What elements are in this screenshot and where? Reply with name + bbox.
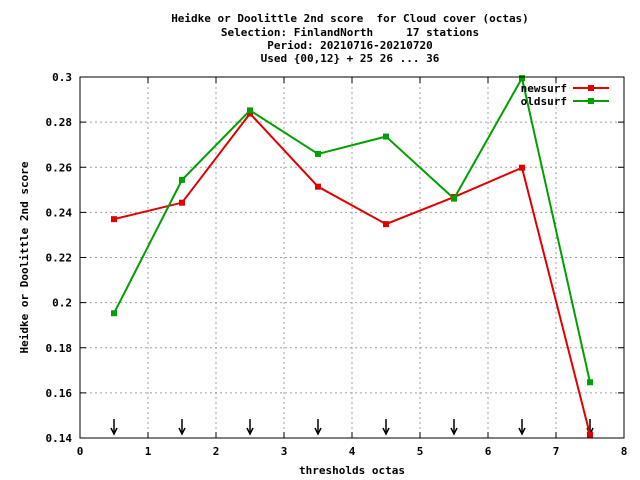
y-tick-label: 0.28 bbox=[46, 116, 73, 129]
y-tick-label: 0.2 bbox=[52, 297, 72, 310]
data-point-oldsurf bbox=[179, 176, 185, 183]
title-line-4: Used {00,12} + 25 26 ... 36 bbox=[260, 52, 440, 65]
y-tick-label: 0.26 bbox=[46, 161, 73, 174]
threshold-arrow bbox=[450, 419, 458, 436]
threshold-arrows bbox=[110, 419, 594, 436]
series-lines bbox=[111, 75, 593, 438]
x-tick-label: 3 bbox=[281, 445, 288, 458]
y-tick-label: 0.16 bbox=[46, 387, 73, 400]
threshold-arrow bbox=[110, 419, 118, 436]
x-tick-label: 8 bbox=[621, 445, 628, 458]
data-point-newsurf bbox=[315, 183, 321, 190]
data-point-oldsurf bbox=[587, 379, 593, 386]
data-point-newsurf bbox=[247, 110, 253, 117]
plot-frame bbox=[79, 76, 625, 439]
x-tick-label: 0 bbox=[77, 445, 84, 458]
data-point-newsurf bbox=[179, 199, 185, 206]
x-tick-label: 4 bbox=[349, 445, 356, 458]
data-point-oldsurf bbox=[451, 195, 457, 202]
series-line-newsurf bbox=[113, 112, 591, 435]
data-point-newsurf bbox=[519, 164, 525, 171]
data-point-newsurf bbox=[383, 221, 389, 228]
title-line-2: Selection: FinlandNorth 17 stations bbox=[220, 26, 480, 39]
threshold-arrow bbox=[314, 419, 322, 436]
data-point-newsurf bbox=[111, 216, 117, 223]
data-point-oldsurf bbox=[315, 150, 321, 157]
y-tick-label: 0.14 bbox=[46, 432, 73, 445]
y-tick-label: 0.18 bbox=[46, 342, 73, 355]
x-tick-label: 5 bbox=[417, 445, 424, 458]
series-line-oldsurf bbox=[113, 75, 591, 383]
x-axis-label: thresholds octas bbox=[299, 464, 405, 477]
data-point-newsurf bbox=[587, 431, 593, 438]
x-tick-label: 1 bbox=[145, 445, 152, 458]
y-axis-label: Heidke or Doolittle 2nd score bbox=[18, 161, 31, 353]
y-tick-label: 0.22 bbox=[46, 252, 73, 265]
data-point-oldsurf bbox=[383, 133, 389, 140]
legend-label: oldsurf bbox=[521, 95, 567, 108]
legend-marker bbox=[588, 98, 594, 104]
axis-ticks: 0 1 2 3 4 5 6 7 8 0.14 0.16 0.18 0.2 0.22 0.24 0.26 0.28… bbox=[46, 71, 628, 458]
legend-marker bbox=[588, 85, 594, 91]
x-tick-label: 2 bbox=[213, 445, 220, 458]
threshold-arrow bbox=[382, 419, 390, 436]
title-line-1: Heidke or Doolittle 2nd score for Cloud … bbox=[171, 12, 529, 25]
threshold-arrow bbox=[246, 419, 254, 436]
y-tick-label: 0.3 bbox=[52, 71, 72, 84]
data-point-oldsurf bbox=[247, 107, 253, 114]
legend-label: newsurf bbox=[521, 82, 567, 95]
grid-lines bbox=[79, 76, 625, 439]
x-tick-label: 7 bbox=[553, 445, 560, 458]
threshold-arrow bbox=[178, 419, 186, 436]
data-point-oldsurf bbox=[519, 75, 525, 82]
x-tick-label: 6 bbox=[485, 445, 492, 458]
title-line-3: Period: 20210716-20210720 bbox=[267, 39, 433, 52]
y-tick-label: 0.24 bbox=[46, 206, 73, 219]
threshold-arrow bbox=[518, 419, 526, 436]
data-point-oldsurf bbox=[111, 310, 117, 317]
